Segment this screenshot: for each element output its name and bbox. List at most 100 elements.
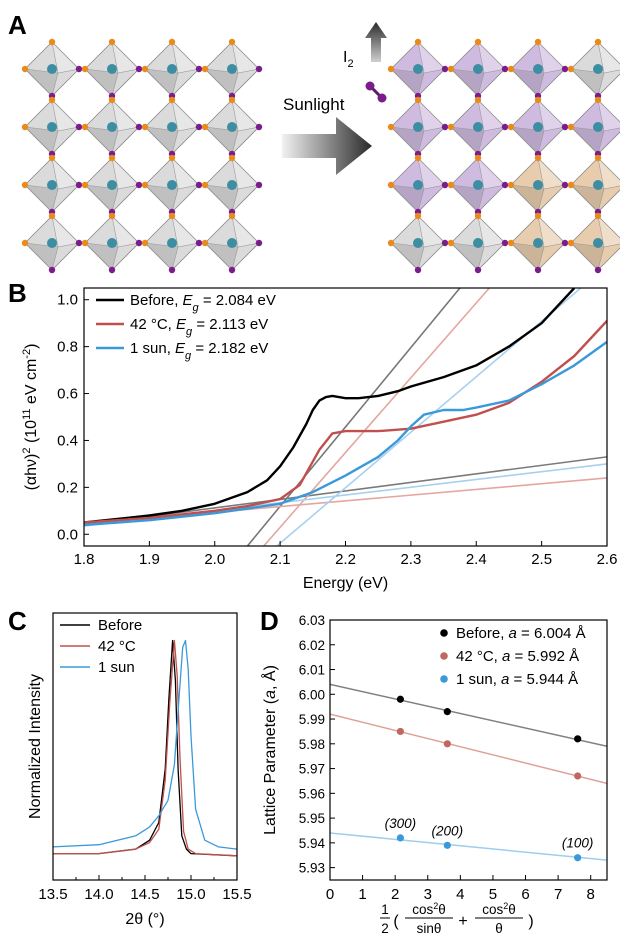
halide-atom [228, 266, 236, 274]
formula-num-2: cos2θ [482, 901, 516, 917]
octahedron [447, 96, 509, 158]
octahedron [141, 212, 203, 274]
x-tick-label: 7 [554, 886, 562, 903]
halide-atom [501, 65, 509, 73]
center-atom [227, 180, 237, 190]
x-tick-label: 8 [587, 886, 595, 903]
octahedron-highlight [171, 157, 200, 190]
plot-frame [52, 612, 238, 881]
panel-a: A Sunlight I2 [8, 10, 620, 274]
halide-atom [501, 181, 509, 189]
halide-atom [168, 96, 176, 104]
x-axis-title: 2θ (°) [125, 911, 164, 928]
center-atom [593, 122, 603, 132]
y-title-part: ) [23, 344, 40, 349]
halide-atom [594, 212, 602, 220]
center-atom [473, 64, 483, 74]
octahedron-highlight [597, 41, 620, 74]
halide-atom [534, 266, 542, 274]
halide-atom [108, 212, 116, 220]
octahedron-highlight [231, 99, 260, 132]
halide-atom [414, 154, 422, 162]
octahedron-shade [450, 68, 485, 97]
halide-atom [594, 154, 602, 162]
halide-atom [108, 266, 116, 274]
octahedron-shade [24, 68, 59, 97]
octahedron-shade [144, 184, 179, 213]
x-tick-label: 14.5 [130, 886, 159, 903]
series-line-2 [84, 340, 607, 527]
legend-param-value: = 6.004 Å [517, 625, 586, 642]
halide-atom [594, 96, 602, 104]
octahedron-shade [144, 68, 179, 97]
legend-eg-sub: g [186, 326, 193, 338]
fit-line-1 [330, 713, 607, 785]
octahedron [447, 38, 509, 100]
legend-eg-symbol: E [175, 340, 186, 357]
y-title-part: 2 [21, 447, 33, 453]
center-atom [413, 122, 423, 132]
x-tick-label: 2.5 [531, 551, 552, 568]
octahedron-highlight [417, 99, 446, 132]
formula-plus: + [458, 913, 467, 930]
hkl-label: (100) [562, 836, 594, 851]
octahedron [201, 96, 263, 158]
legend-entry: Before, a = 6.004 Å [456, 625, 586, 642]
panel-d-lattice-chart: D 0 1 2 3 4 5 6 7 85.935.945.955.965.975.985.996… [260, 606, 608, 936]
halide-atom [195, 65, 203, 73]
tauc-fit-line [263, 288, 490, 546]
y-title-part: -2 [21, 349, 33, 359]
y-tick-label: 5.96 [299, 786, 325, 801]
y-tick-label: 0.8 [57, 339, 78, 356]
halide-atom [21, 123, 29, 131]
halide-atom [414, 212, 422, 220]
halide-atom [195, 239, 203, 247]
y-tick-label: 5.94 [299, 836, 326, 851]
x-tick-label: 1.8 [74, 551, 95, 568]
data-point [574, 772, 582, 780]
formula-paren: ( [393, 913, 399, 930]
octahedron-shade [24, 242, 59, 271]
x-tick-label: 1 [358, 886, 366, 903]
i2-release-arrow [365, 22, 387, 62]
halide-atom [534, 154, 542, 162]
octahedron-highlight [231, 157, 260, 190]
octahedron-shade [390, 242, 425, 271]
y-title-part: , Å) [260, 665, 279, 690]
octahedron-highlight [231, 215, 260, 248]
halide-atom [48, 96, 56, 104]
x-tick-label: 0 [326, 886, 334, 903]
halide-atom [21, 239, 29, 247]
halide-atom [228, 154, 236, 162]
center-atom [593, 238, 603, 248]
y-tick-label: 0.2 [57, 479, 78, 496]
octahedron [201, 38, 263, 100]
legend-param-value: = 5.944 Å [509, 671, 578, 688]
legend-entry: 42 °C [98, 638, 136, 655]
octahedron-highlight [111, 215, 140, 248]
plot-area [330, 683, 607, 862]
center-atom [533, 238, 543, 248]
formula-paren: ) [528, 913, 533, 930]
halide-atom [567, 239, 575, 247]
halide-atom [474, 266, 482, 274]
data-point [443, 740, 451, 748]
halide-atom [507, 181, 515, 189]
data-point [396, 695, 404, 703]
legend-marker [440, 675, 448, 683]
octahedron [21, 212, 83, 274]
halide-atom [141, 65, 149, 73]
halide-atom [447, 239, 455, 247]
halide-atom [387, 123, 395, 131]
x-tick-label: 1.9 [139, 551, 160, 568]
octahedron-shade [144, 126, 179, 155]
octahedron [567, 38, 620, 100]
octahedron [141, 38, 203, 100]
fit-line-0 [330, 683, 607, 748]
center-atom [413, 180, 423, 190]
octahedron-highlight [171, 215, 200, 248]
halide-atom [168, 38, 176, 46]
i2-label: I2 [343, 49, 354, 70]
